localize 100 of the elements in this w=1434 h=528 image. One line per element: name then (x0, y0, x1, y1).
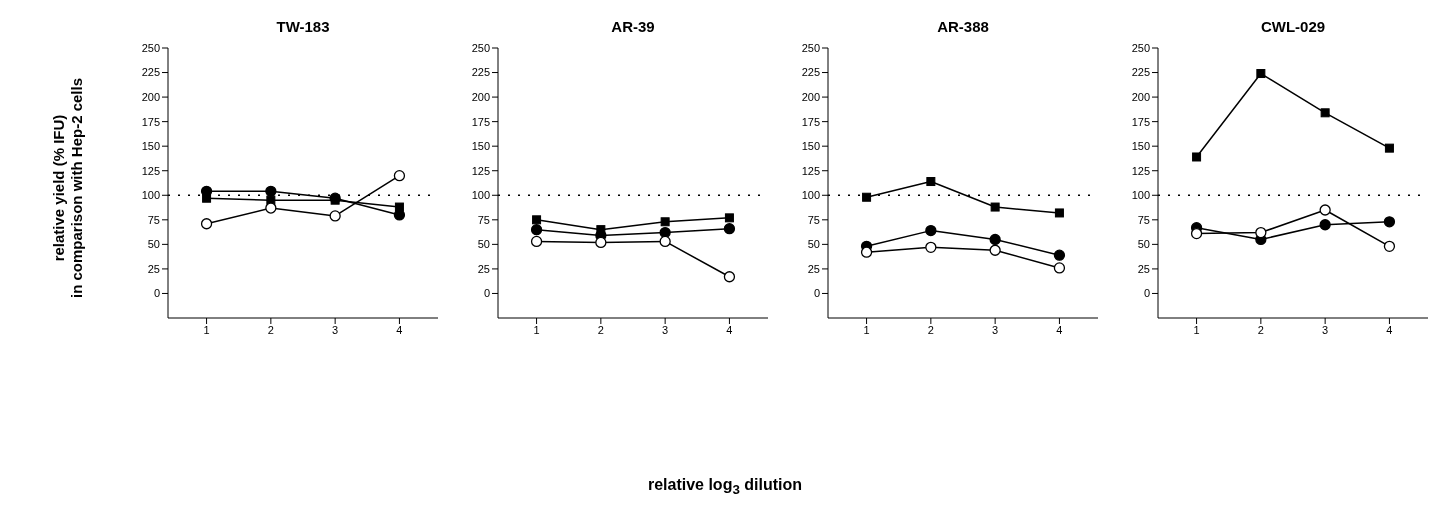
chart-title: AR-39 (610, 18, 656, 35)
y-tick-label: 150 (1131, 140, 1150, 153)
point (1256, 69, 1266, 79)
point (532, 215, 542, 225)
point (723, 271, 736, 283)
y-tick-label: 0 (153, 287, 160, 300)
x-tick-label: 4 (1386, 323, 1393, 336)
point (723, 223, 736, 235)
chart-title: TW-183 (275, 18, 331, 35)
y-tick-label: 75 (147, 213, 160, 226)
point (660, 217, 670, 227)
y-tick-label: 200 (1131, 91, 1150, 103)
y-tick-label: 125 (1131, 164, 1150, 177)
y-tick-label: 200 (141, 91, 160, 103)
point (200, 218, 213, 230)
y-tick-label: 75 (807, 213, 820, 226)
chart-title: CWL-029 (1259, 18, 1327, 35)
point (1320, 108, 1330, 118)
point (989, 244, 1001, 256)
y-tick-label: 75 (477, 213, 490, 226)
x-tick-label: 4 (1056, 323, 1063, 336)
point (202, 193, 212, 203)
y-tick-label: 225 (1131, 66, 1150, 79)
x-axis-title: relative log$_{3}$ dilution (646, 476, 804, 498)
point (1053, 249, 1066, 261)
point (393, 169, 406, 182)
y-tick-label: 50 (477, 238, 490, 251)
x-tick-label: 3 (992, 323, 999, 336)
point (724, 213, 734, 223)
point (862, 192, 872, 202)
point (1192, 152, 1202, 162)
y-tick-label: 25 (477, 262, 490, 275)
y-tick-label: 50 (1137, 238, 1150, 251)
y-tick-label: 250 (1131, 41, 1150, 54)
y-tick-label: 200 (471, 91, 490, 103)
point (394, 202, 404, 212)
y-tick-label: 225 (141, 66, 160, 79)
y-tick-label: 150 (801, 140, 820, 153)
point (530, 235, 543, 248)
x-tick-label: 4 (726, 323, 733, 336)
y-tick-label: 200 (801, 91, 820, 103)
point (530, 223, 543, 236)
y-tick-label: 125 (141, 164, 160, 177)
point (926, 177, 936, 187)
y-tick-label: 125 (801, 164, 820, 177)
x-tick-label: 2 (1257, 323, 1264, 336)
point (1053, 262, 1066, 274)
y-tick-label: 100 (1131, 189, 1150, 202)
x-tick-label: 1 (533, 323, 540, 336)
point (1054, 208, 1064, 218)
y-tick-label: 50 (807, 238, 820, 251)
y-tick-label: 25 (1137, 262, 1150, 275)
x-tick-label: 3 (1322, 323, 1329, 336)
y-tick-label: 250 (141, 41, 160, 54)
chart-title: AR-388 (936, 18, 990, 35)
y-tick-label: 175 (1131, 115, 1150, 128)
point (659, 235, 671, 248)
x-tick-label: 3 (662, 323, 669, 336)
point (1190, 227, 1203, 240)
x-tick-label: 1 (863, 323, 870, 336)
point (925, 224, 937, 237)
point (265, 185, 277, 197)
point (329, 210, 341, 222)
y-tick-label: 100 (471, 189, 490, 202)
y-tick-label: 75 (1137, 213, 1150, 226)
point (1319, 204, 1331, 216)
point (990, 202, 1000, 212)
y-tick-label: 250 (471, 41, 490, 54)
y-tick-label: 25 (807, 262, 820, 275)
y-tick-label: 175 (471, 115, 490, 128)
point (989, 233, 1001, 246)
x-tick-label: 2 (597, 323, 604, 336)
x-tick-label: 1 (203, 323, 210, 336)
point (595, 236, 607, 249)
y-tick-label: 0 (1143, 287, 1150, 300)
point (1383, 240, 1396, 252)
y-tick-label: 100 (801, 189, 820, 202)
point (1383, 216, 1396, 228)
y-tick-label: 175 (801, 115, 820, 128)
y-tick-label: 150 (471, 140, 490, 153)
point (1384, 143, 1394, 153)
y-tick-label: 25 (147, 262, 160, 275)
point (925, 241, 937, 253)
y-tick-label: 100 (141, 189, 160, 202)
y-tick-label: 0 (813, 287, 820, 300)
x-tick-label: 3 (332, 323, 339, 336)
y-tick-label: 250 (801, 41, 820, 54)
point (860, 246, 873, 258)
y-tick-label: 0 (483, 287, 490, 300)
x-tick-label: 2 (927, 323, 934, 336)
y-tick-label: 225 (801, 66, 820, 79)
y-tick-label: 125 (471, 164, 490, 177)
x-tick-label: 1 (1193, 323, 1200, 336)
y-tick-label: 150 (141, 140, 160, 153)
y-axis-title: relative yield (% IFU) in comparison with Hep-2 cells (50, 77, 86, 299)
y-tick-label: 175 (141, 115, 160, 128)
y-tick-label: 50 (147, 238, 160, 251)
y-tick-label: 225 (471, 66, 490, 79)
x-tick-label: 2 (267, 323, 274, 336)
point (265, 202, 277, 214)
